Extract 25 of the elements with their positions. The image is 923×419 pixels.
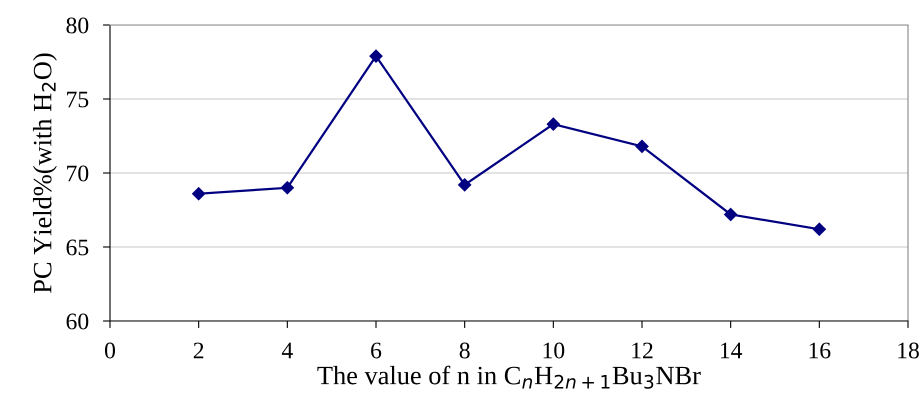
- x-tick-label: 2: [194, 342, 204, 358]
- y-tick-label: 65: [66, 240, 88, 256]
- x-axis-title: The value of n in C$_{n}$H$_{2n+1}$Bu$_{3}$NBr: [317, 366, 701, 389]
- point: [192, 187, 206, 200]
- point: [812, 222, 826, 236]
- x-tick-label: 4: [282, 342, 293, 358]
- y-tick-label: 70: [67, 165, 88, 182]
- point: [369, 49, 383, 63]
- x-tick-label: 10: [544, 342, 564, 358]
- x-tick-label: 16: [810, 342, 830, 358]
- point: [546, 118, 560, 131]
- x-tick-label: 8: [460, 342, 470, 358]
- x-tick-label: 6: [371, 342, 382, 358]
- x-tick-label: 14: [720, 342, 742, 358]
- x-tick-label: 12: [632, 342, 653, 358]
- point: [635, 140, 649, 153]
- y-tick-label: 80: [66, 17, 88, 34]
- y-tick-label: 60: [66, 313, 88, 330]
- x-tick-label: 18: [898, 342, 919, 358]
- point: [458, 178, 472, 192]
- point: [724, 208, 738, 222]
- point: [280, 181, 294, 194]
- x-tick-label: 0: [104, 342, 116, 358]
- y-tick-label: 75: [67, 92, 88, 108]
- y-axis-title: PC Yield%(with H$_{2}$O): [32, 53, 57, 293]
